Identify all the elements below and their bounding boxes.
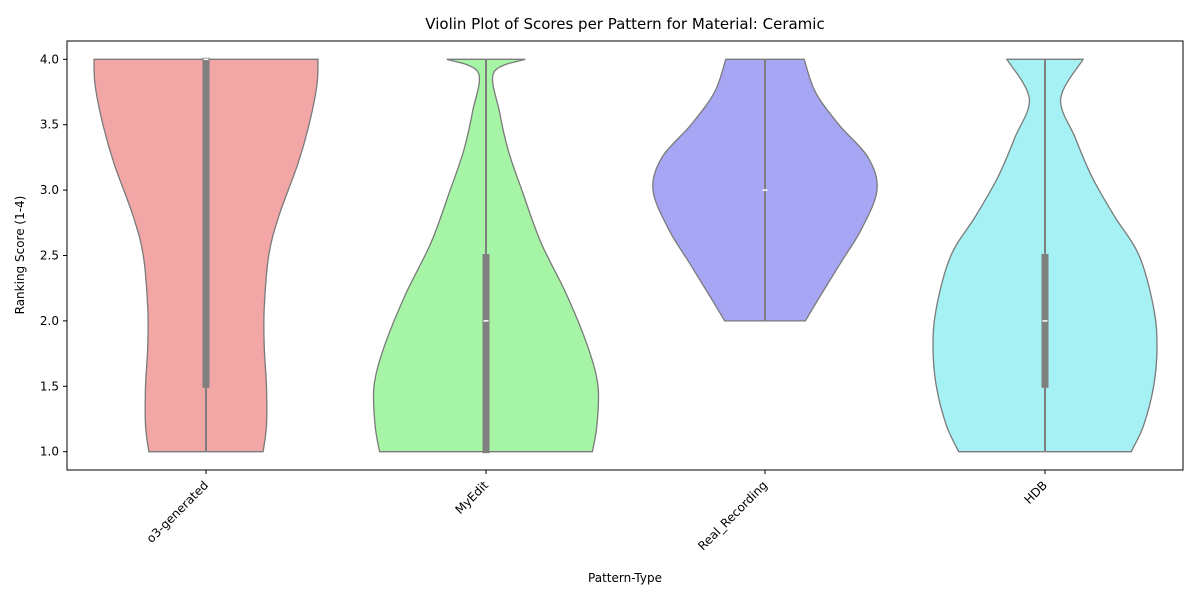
x-axis-label: Pattern-Type <box>588 571 662 585</box>
y-tick-label-0: 1.0 <box>40 445 59 459</box>
x-axis: o3-generated MyEdit Real_Recording HDB <box>144 470 1050 553</box>
y-tick-label-1: 1.5 <box>40 379 59 393</box>
y-tick-label-5: 3.5 <box>40 118 59 132</box>
x-tick-label-0: o3-generated <box>144 478 211 545</box>
x-tick-label-2: Real_Recording <box>695 478 770 553</box>
chart-title: Violin Plot of Scores per Pattern for Ma… <box>425 15 824 33</box>
y-tick-label-3: 2.5 <box>40 249 59 263</box>
violins-layer <box>93 58 1158 453</box>
y-axis: 1.0 1.5 2.0 2.5 3.0 3.5 4.0 <box>40 52 67 459</box>
iqr-box-0 <box>202 57 210 388</box>
boxes-layer <box>202 57 1049 454</box>
iqr-box-1 <box>482 254 490 454</box>
x-tick-label-3: HDB <box>1021 478 1050 507</box>
y-axis-label: Ranking Score (1-4) <box>13 196 27 315</box>
y-tick-label-6: 4.0 <box>40 52 59 66</box>
y-tick-label-2: 2.0 <box>40 314 59 328</box>
x-tick-label-1: MyEdit <box>452 478 491 517</box>
y-tick-label-4: 3.0 <box>40 183 59 197</box>
